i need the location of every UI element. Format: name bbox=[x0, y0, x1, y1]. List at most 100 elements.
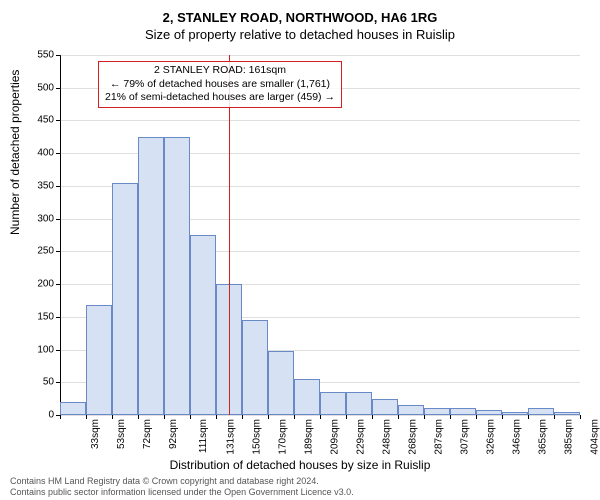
y-tick-label: 250 bbox=[37, 246, 54, 257]
y-tick-label: 450 bbox=[37, 115, 54, 126]
y-tick-label: 350 bbox=[37, 180, 54, 191]
histogram-bar bbox=[320, 392, 346, 415]
y-tick-label: 50 bbox=[43, 377, 54, 388]
y-tick-label: 100 bbox=[37, 344, 54, 355]
x-tick-label: 287sqm bbox=[434, 419, 445, 455]
x-tick-label: 170sqm bbox=[278, 419, 289, 455]
x-tick-mark bbox=[346, 415, 347, 419]
histogram-bar bbox=[112, 183, 138, 415]
x-tick-mark bbox=[86, 415, 87, 419]
x-tick-label: 365sqm bbox=[538, 419, 549, 455]
x-tick-mark bbox=[294, 415, 295, 419]
y-tick-mark bbox=[56, 284, 60, 285]
x-tick-label: 346sqm bbox=[512, 419, 523, 455]
x-tick-mark bbox=[60, 415, 61, 419]
x-tick-label: 209sqm bbox=[330, 419, 341, 455]
histogram-bar bbox=[528, 408, 554, 415]
x-tick-mark bbox=[268, 415, 269, 419]
y-tick-label: 300 bbox=[37, 213, 54, 224]
x-tick-label: 404sqm bbox=[590, 419, 600, 455]
histogram-bar bbox=[60, 402, 86, 415]
histogram-bar bbox=[164, 137, 190, 415]
histogram-bar bbox=[294, 379, 320, 415]
histogram-bar bbox=[476, 410, 502, 415]
y-tick-label: 200 bbox=[37, 279, 54, 290]
chart-title-sub: Size of property relative to detached ho… bbox=[0, 25, 600, 42]
y-tick-mark bbox=[56, 88, 60, 89]
y-tick-mark bbox=[56, 251, 60, 252]
x-tick-label: 229sqm bbox=[356, 419, 367, 455]
annot-line1: 2 STANLEY ROAD: 161sqm bbox=[105, 64, 335, 78]
x-tick-mark bbox=[554, 415, 555, 419]
annot-line2: ← 79% of detached houses are smaller (1,… bbox=[105, 78, 335, 92]
annotation-box: 2 STANLEY ROAD: 161sqm← 79% of detached … bbox=[98, 61, 342, 108]
x-tick-mark bbox=[398, 415, 399, 419]
x-tick-label: 131sqm bbox=[226, 419, 237, 455]
y-tick-label: 500 bbox=[37, 82, 54, 93]
y-tick-mark bbox=[56, 186, 60, 187]
x-tick-mark bbox=[424, 415, 425, 419]
x-tick-label: 326sqm bbox=[486, 419, 497, 455]
y-tick-label: 0 bbox=[48, 410, 54, 421]
chart-title-main: 2, STANLEY ROAD, NORTHWOOD, HA6 1RG bbox=[0, 0, 600, 25]
x-tick-label: 248sqm bbox=[382, 419, 393, 455]
histogram-bar bbox=[268, 351, 294, 415]
x-tick-label: 111sqm bbox=[198, 419, 209, 453]
x-tick-mark bbox=[164, 415, 165, 419]
y-axis-label: Number of detached properties bbox=[8, 70, 22, 235]
x-tick-mark bbox=[112, 415, 113, 419]
histogram-bar bbox=[346, 392, 372, 415]
y-tick-mark bbox=[56, 153, 60, 154]
annot-line3: 21% of semi-detached houses are larger (… bbox=[105, 91, 335, 105]
histogram-bar bbox=[502, 412, 528, 415]
x-tick-label: 268sqm bbox=[408, 419, 419, 455]
histogram-bar bbox=[242, 320, 268, 415]
x-tick-mark bbox=[450, 415, 451, 419]
y-tick-label: 150 bbox=[37, 311, 54, 322]
footer-line1: Contains HM Land Registry data © Crown c… bbox=[10, 476, 354, 487]
y-tick-label: 550 bbox=[37, 50, 54, 61]
plot-area: 05010015020025030035040045050055033sqm53… bbox=[60, 55, 580, 415]
x-tick-mark bbox=[372, 415, 373, 419]
y-tick-mark bbox=[56, 350, 60, 351]
x-axis-label: Distribution of detached houses by size … bbox=[0, 458, 600, 472]
x-tick-mark bbox=[476, 415, 477, 419]
histogram-bar bbox=[554, 412, 580, 415]
x-tick-mark bbox=[216, 415, 217, 419]
y-tick-mark bbox=[56, 317, 60, 318]
histogram-bar bbox=[424, 408, 450, 415]
histogram-bar bbox=[190, 235, 216, 415]
y-axis-line bbox=[60, 55, 61, 415]
y-tick-mark bbox=[56, 55, 60, 56]
x-tick-label: 33sqm bbox=[90, 419, 101, 449]
gridline bbox=[60, 55, 580, 56]
x-tick-mark bbox=[138, 415, 139, 419]
y-tick-mark bbox=[56, 120, 60, 121]
histogram-bar bbox=[372, 399, 398, 415]
x-tick-mark bbox=[502, 415, 503, 419]
histogram-bar bbox=[86, 305, 112, 415]
x-tick-label: 92sqm bbox=[168, 419, 179, 449]
x-tick-label: 189sqm bbox=[304, 419, 315, 455]
histogram-bar bbox=[398, 405, 424, 415]
x-tick-mark bbox=[320, 415, 321, 419]
x-tick-label: 385sqm bbox=[564, 419, 575, 455]
x-tick-label: 150sqm bbox=[252, 419, 263, 455]
histogram-bar bbox=[138, 137, 164, 415]
footer-text: Contains HM Land Registry data © Crown c… bbox=[10, 476, 354, 498]
x-tick-mark bbox=[190, 415, 191, 419]
gridline bbox=[60, 120, 580, 121]
reference-line bbox=[229, 55, 230, 415]
x-tick-mark bbox=[528, 415, 529, 419]
y-tick-label: 400 bbox=[37, 148, 54, 159]
x-tick-label: 307sqm bbox=[460, 419, 471, 455]
y-tick-mark bbox=[56, 382, 60, 383]
chart-container: 2, STANLEY ROAD, NORTHWOOD, HA6 1RG Size… bbox=[0, 0, 600, 500]
x-tick-mark bbox=[580, 415, 581, 419]
histogram-bar bbox=[450, 408, 476, 415]
x-tick-mark bbox=[242, 415, 243, 419]
y-tick-mark bbox=[56, 219, 60, 220]
footer-line2: Contains public sector information licen… bbox=[10, 487, 354, 498]
x-tick-label: 72sqm bbox=[142, 419, 153, 449]
x-tick-label: 53sqm bbox=[116, 419, 127, 449]
